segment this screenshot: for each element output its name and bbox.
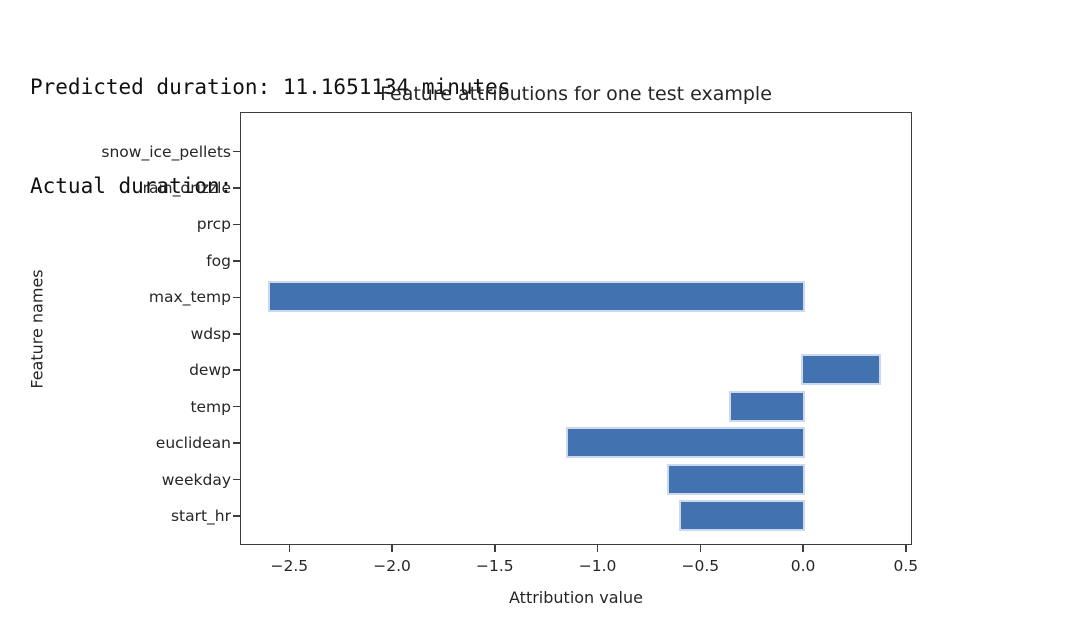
- chart-title: Feature attributions for one test exampl…: [380, 83, 772, 105]
- y-tick-mark: [233, 515, 240, 517]
- x-tick-mark: [596, 545, 599, 552]
- y-tick-label-temp: temp: [190, 397, 231, 416]
- x-tick-mark: [905, 545, 907, 552]
- bar-weekday: [667, 463, 805, 495]
- x-tick-mark: [288, 545, 291, 552]
- y-tick-label-snow_ice_pellets: snow_ice_pellets: [101, 142, 231, 161]
- x-tick-label-0.0: 0.0: [790, 557, 816, 575]
- y-tick-label-wdsp: wdsp: [190, 324, 231, 343]
- y-tick-mark: [233, 187, 240, 189]
- y-axis-label: Feature names: [27, 269, 47, 389]
- bar-euclidean: [566, 427, 805, 459]
- y-tick-label-dewp: dewp: [189, 361, 231, 380]
- plot-area: [240, 112, 912, 545]
- predicted-duration-text: Predicted duration: 11.1651134 minutes: [30, 75, 511, 99]
- x-axis-label: Attribution value: [509, 588, 643, 607]
- bar-dewp: [800, 354, 881, 386]
- y-tick-mark: [233, 369, 240, 371]
- bar-max_temp: [268, 281, 805, 313]
- x-tick-label-−2.5: −2.5: [270, 557, 309, 575]
- x-tick-label-0.5: 0.5: [893, 557, 919, 575]
- y-tick-mark: [233, 150, 240, 153]
- bar-start_hr: [679, 500, 805, 531]
- x-tick-mark: [699, 545, 702, 552]
- x-tick-mark: [802, 545, 804, 552]
- y-tick-label-prcp: prcp: [196, 215, 231, 234]
- x-tick-label-−1.5: −1.5: [475, 557, 514, 575]
- y-tick-label-max_temp: max_temp: [148, 288, 231, 307]
- x-tick-mark: [391, 545, 393, 552]
- y-tick-label-rain_drizzle: rain_drizzle: [142, 178, 231, 197]
- x-tick-label-−0.5: −0.5: [681, 557, 720, 575]
- bar-temp: [728, 390, 805, 422]
- y-tick-label-euclidean: euclidean: [155, 434, 231, 453]
- y-tick-mark: [233, 260, 240, 262]
- x-tick-label-−2.0: −2.0: [373, 557, 411, 575]
- y-tick-label-start_hr: start_hr: [170, 507, 231, 525]
- y-tick-mark: [233, 478, 240, 481]
- y-tick-mark: [233, 442, 240, 444]
- y-tick-mark: [233, 223, 240, 226]
- y-tick-label-weekday: weekday: [161, 470, 231, 489]
- y-tick-mark: [233, 405, 240, 408]
- x-tick-mark: [494, 545, 496, 552]
- y-tick-mark: [233, 333, 240, 335]
- y-tick-mark: [233, 296, 240, 299]
- y-tick-label-fog: fog: [206, 251, 231, 270]
- x-tick-label-−1.0: −1.0: [578, 557, 617, 575]
